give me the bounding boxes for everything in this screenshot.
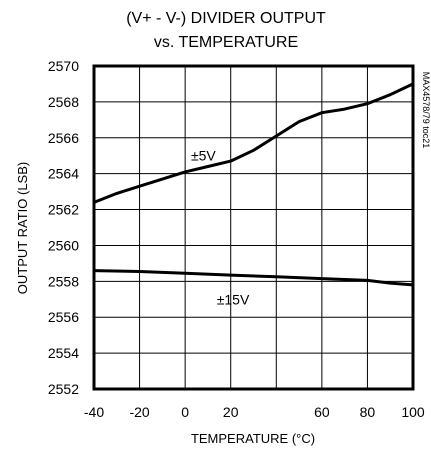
series-annotation-5v: ±5V bbox=[191, 148, 216, 164]
y-tick-label: 2568 bbox=[48, 94, 79, 110]
x-tick-label: -40 bbox=[84, 404, 104, 420]
x-tick-label: 20 bbox=[223, 404, 239, 420]
y-tick-label: 2556 bbox=[48, 309, 79, 325]
x-tick-labels: -40 -20 0 20 60 80 100 bbox=[84, 404, 425, 420]
y-tick-label: 2560 bbox=[48, 237, 79, 253]
x-tick-label: -20 bbox=[129, 404, 149, 420]
y-tick-labels: 2552 2554 2556 2558 2560 2562 2564 2566 2568 2570 bbox=[48, 58, 79, 397]
y-tick-label: 2570 bbox=[48, 58, 79, 74]
figure-id-note: MAX4578/79 toc21 bbox=[421, 72, 431, 149]
x-tick-label: 60 bbox=[314, 404, 330, 420]
x-axis-title: TEMPERATURE (°C) bbox=[191, 431, 315, 446]
chart-title: (V+ - V-) DIVIDER OUTPUT bbox=[126, 10, 326, 27]
y-tick-label: 2564 bbox=[48, 166, 79, 182]
series-line-5v bbox=[92, 82, 415, 204]
x-tick-label: 0 bbox=[181, 404, 189, 420]
grid bbox=[93, 65, 414, 390]
annotations: ±5V ±15V bbox=[191, 148, 250, 308]
y-axis-title: OUTPUT RATIO (LSB) bbox=[15, 162, 30, 294]
series-line-15v bbox=[92, 269, 415, 287]
plot-frame bbox=[92, 64, 415, 391]
y-tick-label: 2566 bbox=[48, 130, 79, 146]
y-tick-label: 2554 bbox=[48, 345, 79, 361]
y-tick-label: 2562 bbox=[48, 202, 79, 218]
y-tick-label: 2552 bbox=[48, 381, 79, 397]
x-tick-label: 80 bbox=[360, 404, 376, 420]
chart-subtitle: vs. TEMPERATURE bbox=[154, 34, 298, 51]
series-annotation-15v: ±15V bbox=[217, 291, 250, 307]
x-tick-label: 100 bbox=[401, 404, 425, 420]
series-layer bbox=[92, 82, 415, 287]
y-tick-label: 2558 bbox=[48, 273, 79, 289]
